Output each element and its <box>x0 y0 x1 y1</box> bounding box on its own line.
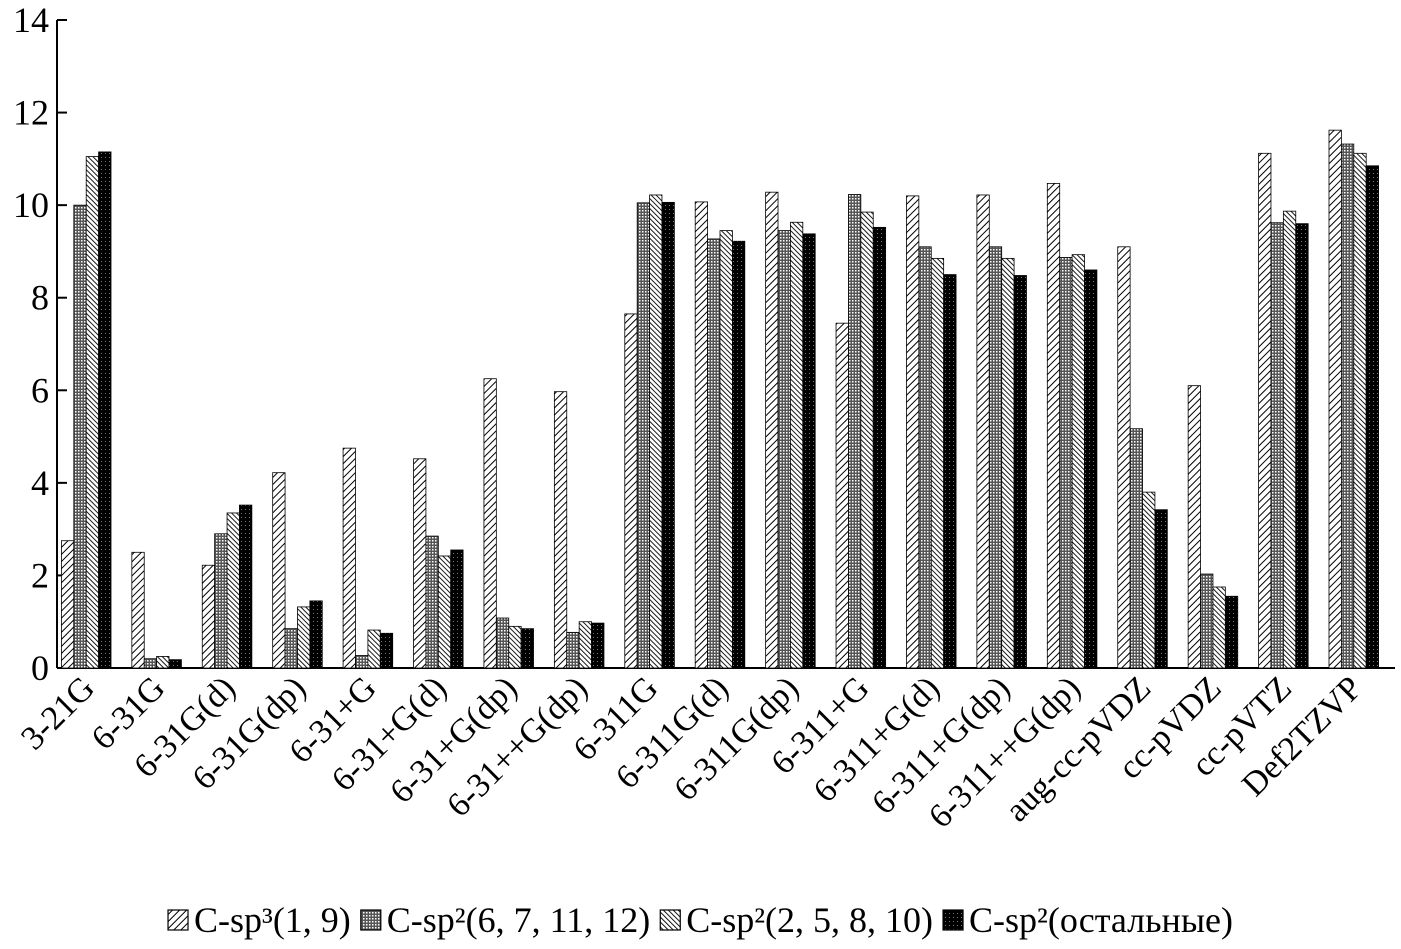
bar <box>1046 182 1061 669</box>
legend-label: C-sp²(остальные) <box>969 900 1233 940</box>
bar <box>566 631 580 669</box>
bar <box>168 659 182 669</box>
bar <box>73 204 87 669</box>
bar <box>943 274 957 669</box>
bar <box>1328 129 1342 669</box>
bar <box>309 600 323 669</box>
bar <box>297 606 311 669</box>
legend-swatch <box>942 909 964 931</box>
bar <box>61 540 75 669</box>
bar <box>284 628 298 669</box>
bar <box>860 211 874 669</box>
y-tick-label: 8 <box>31 278 49 318</box>
bar <box>553 391 568 669</box>
bar <box>495 617 510 669</box>
bar <box>1001 257 1015 669</box>
bar <box>835 322 849 669</box>
bar <box>520 628 534 669</box>
bar <box>694 201 709 669</box>
legend-label: C-sp³(1, 9) <box>194 900 351 940</box>
bar <box>1187 385 1201 669</box>
y-tick-label: 10 <box>13 185 49 225</box>
bar <box>425 535 439 669</box>
bar <box>508 625 522 669</box>
bar <box>226 512 240 669</box>
bar <box>1059 257 1073 669</box>
bar <box>790 221 804 669</box>
bar <box>848 194 862 669</box>
bar <box>367 629 381 669</box>
bar <box>214 533 228 669</box>
legend-swatch <box>167 909 189 931</box>
bar <box>802 233 816 669</box>
bar <box>732 240 746 669</box>
bar <box>1154 509 1168 669</box>
bar <box>591 622 605 669</box>
bar <box>1365 165 1379 669</box>
bar <box>988 246 1003 669</box>
bar <box>649 194 663 669</box>
bar <box>1013 275 1027 669</box>
legend-swatch <box>360 909 382 931</box>
bar <box>661 201 675 669</box>
legend-swatch <box>659 909 681 931</box>
bar <box>624 313 638 669</box>
bar <box>272 472 286 669</box>
bar <box>976 194 990 669</box>
bar <box>342 447 356 669</box>
bar <box>1224 595 1239 669</box>
y-tick-label: 12 <box>13 93 49 133</box>
bar <box>98 151 112 669</box>
bar <box>906 195 920 669</box>
bar <box>156 656 170 669</box>
bar <box>578 621 592 669</box>
bar <box>379 632 394 669</box>
bar <box>719 230 733 669</box>
bar <box>872 226 887 669</box>
bar <box>707 238 721 669</box>
bar <box>483 378 497 669</box>
y-tick-label: 0 <box>31 648 49 688</box>
legend-label: C-sp²(6, 7, 11, 12) <box>387 900 650 940</box>
bar <box>918 246 932 669</box>
bar <box>930 257 945 669</box>
bar <box>437 555 452 669</box>
legend-label: C-sp²(2, 5, 8, 10) <box>686 900 933 940</box>
bar <box>1142 491 1156 669</box>
bar <box>143 658 158 669</box>
bar <box>131 551 145 669</box>
bar <box>201 564 216 669</box>
bar <box>1071 254 1085 669</box>
bar <box>1200 573 1214 669</box>
bar <box>355 655 369 669</box>
x-tick-label: 3-21G <box>14 669 102 757</box>
bar <box>777 230 791 669</box>
bar <box>1084 269 1098 669</box>
bar <box>1353 152 1367 669</box>
bar <box>1258 152 1272 669</box>
bar <box>1212 586 1226 669</box>
bar <box>1340 143 1355 669</box>
bar <box>1270 222 1284 669</box>
bar <box>1282 210 1297 669</box>
bar <box>239 504 253 669</box>
bar <box>636 202 650 669</box>
bar <box>765 191 779 669</box>
bar <box>413 458 427 669</box>
bar <box>85 156 100 669</box>
bar <box>1295 223 1309 669</box>
y-tick-label: 4 <box>31 463 49 503</box>
y-tick-label: 2 <box>31 555 49 595</box>
bar <box>1117 246 1131 669</box>
y-tick-label: 14 <box>13 0 49 40</box>
bar <box>450 549 464 669</box>
bar <box>1129 428 1143 669</box>
y-tick-label: 6 <box>31 370 49 410</box>
